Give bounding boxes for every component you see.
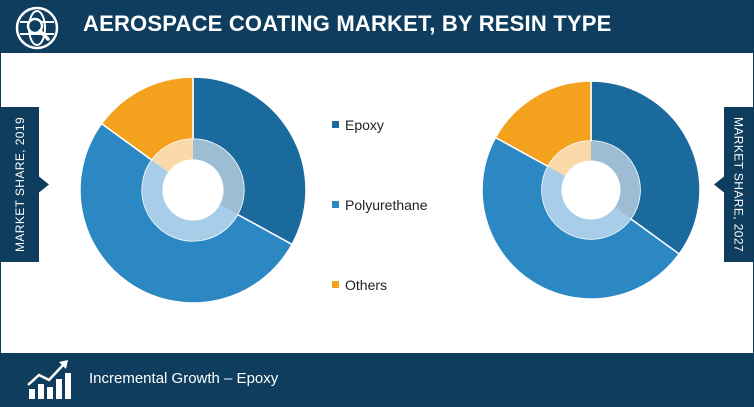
header-bar: AEROSPACE COATING MARKET, BY RESIN TYPE bbox=[1, 1, 753, 53]
legend-swatch-epoxy bbox=[332, 121, 339, 128]
legend-swatch-polyurethane bbox=[332, 201, 339, 208]
side-label-2019: MARKET SHARE, 2019 bbox=[1, 107, 49, 262]
pie-inner-ring-2019-epoxy bbox=[193, 139, 244, 215]
footer-bar: Incremental Growth – Epoxy bbox=[1, 353, 753, 406]
pie-inner-ring-2019-polyurethane bbox=[142, 160, 238, 241]
side-label-tab-2027 bbox=[714, 107, 753, 262]
globe-search-icon bbox=[15, 6, 59, 50]
chart-area: MARKET SHARE, 2019 MARKET SHARE, 2027 Epox… bbox=[1, 76, 753, 304]
legend-label-others: Others bbox=[345, 277, 387, 293]
legend-label-polyurethane: Polyurethane bbox=[345, 197, 428, 213]
pie-inner-ring-2027-polyurethane bbox=[541, 166, 631, 240]
pie-inner-ring-2019-others bbox=[151, 139, 193, 173]
pie-inner-ring-2027-others bbox=[548, 140, 591, 176]
side-label-tab-2019 bbox=[1, 107, 49, 262]
page-title: AEROSPACE COATING MARKET, BY RESIN TYPE bbox=[83, 11, 612, 36]
legend-swatch-others bbox=[332, 281, 339, 288]
legend-label-epoxy: Epoxy bbox=[345, 117, 384, 133]
pie-inner-ring-2027-epoxy bbox=[591, 140, 641, 219]
pie-center-2027 bbox=[561, 160, 621, 220]
side-label-text-2019: MARKET SHARE, 2019 bbox=[13, 117, 27, 252]
pie-center-2019 bbox=[162, 159, 224, 221]
side-label-text-2027: MARKET SHARE, 2027 bbox=[732, 117, 746, 252]
growth-chart-icon bbox=[27, 360, 71, 399]
side-label-2027: MARKET SHARE, 2027 bbox=[714, 107, 753, 262]
footer-text: Incremental Growth – Epoxy bbox=[89, 370, 279, 387]
